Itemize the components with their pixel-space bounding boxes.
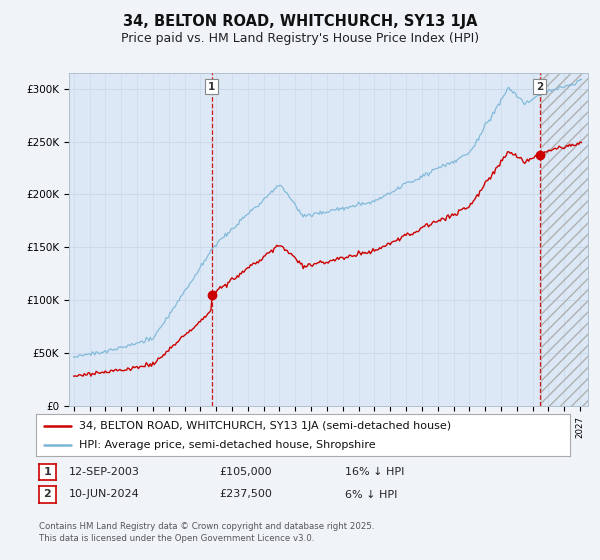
Text: £237,500: £237,500: [219, 489, 272, 500]
Text: 12-SEP-2003: 12-SEP-2003: [69, 467, 140, 477]
Text: 34, BELTON ROAD, WHITCHURCH, SY13 1JA: 34, BELTON ROAD, WHITCHURCH, SY13 1JA: [123, 14, 477, 29]
Text: 2: 2: [44, 489, 51, 500]
Text: 2: 2: [536, 82, 543, 91]
Text: 16% ↓ HPI: 16% ↓ HPI: [345, 467, 404, 477]
Text: 6% ↓ HPI: 6% ↓ HPI: [345, 489, 397, 500]
Text: 34, BELTON ROAD, WHITCHURCH, SY13 1JA (semi-detached house): 34, BELTON ROAD, WHITCHURCH, SY13 1JA (s…: [79, 421, 451, 431]
Text: 1: 1: [208, 82, 215, 91]
Text: 1: 1: [44, 467, 51, 477]
Text: Price paid vs. HM Land Registry's House Price Index (HPI): Price paid vs. HM Land Registry's House …: [121, 32, 479, 45]
Text: Contains HM Land Registry data © Crown copyright and database right 2025.
This d: Contains HM Land Registry data © Crown c…: [39, 522, 374, 543]
Text: HPI: Average price, semi-detached house, Shropshire: HPI: Average price, semi-detached house,…: [79, 440, 376, 450]
Text: £105,000: £105,000: [219, 467, 272, 477]
Text: 10-JUN-2024: 10-JUN-2024: [69, 489, 140, 500]
